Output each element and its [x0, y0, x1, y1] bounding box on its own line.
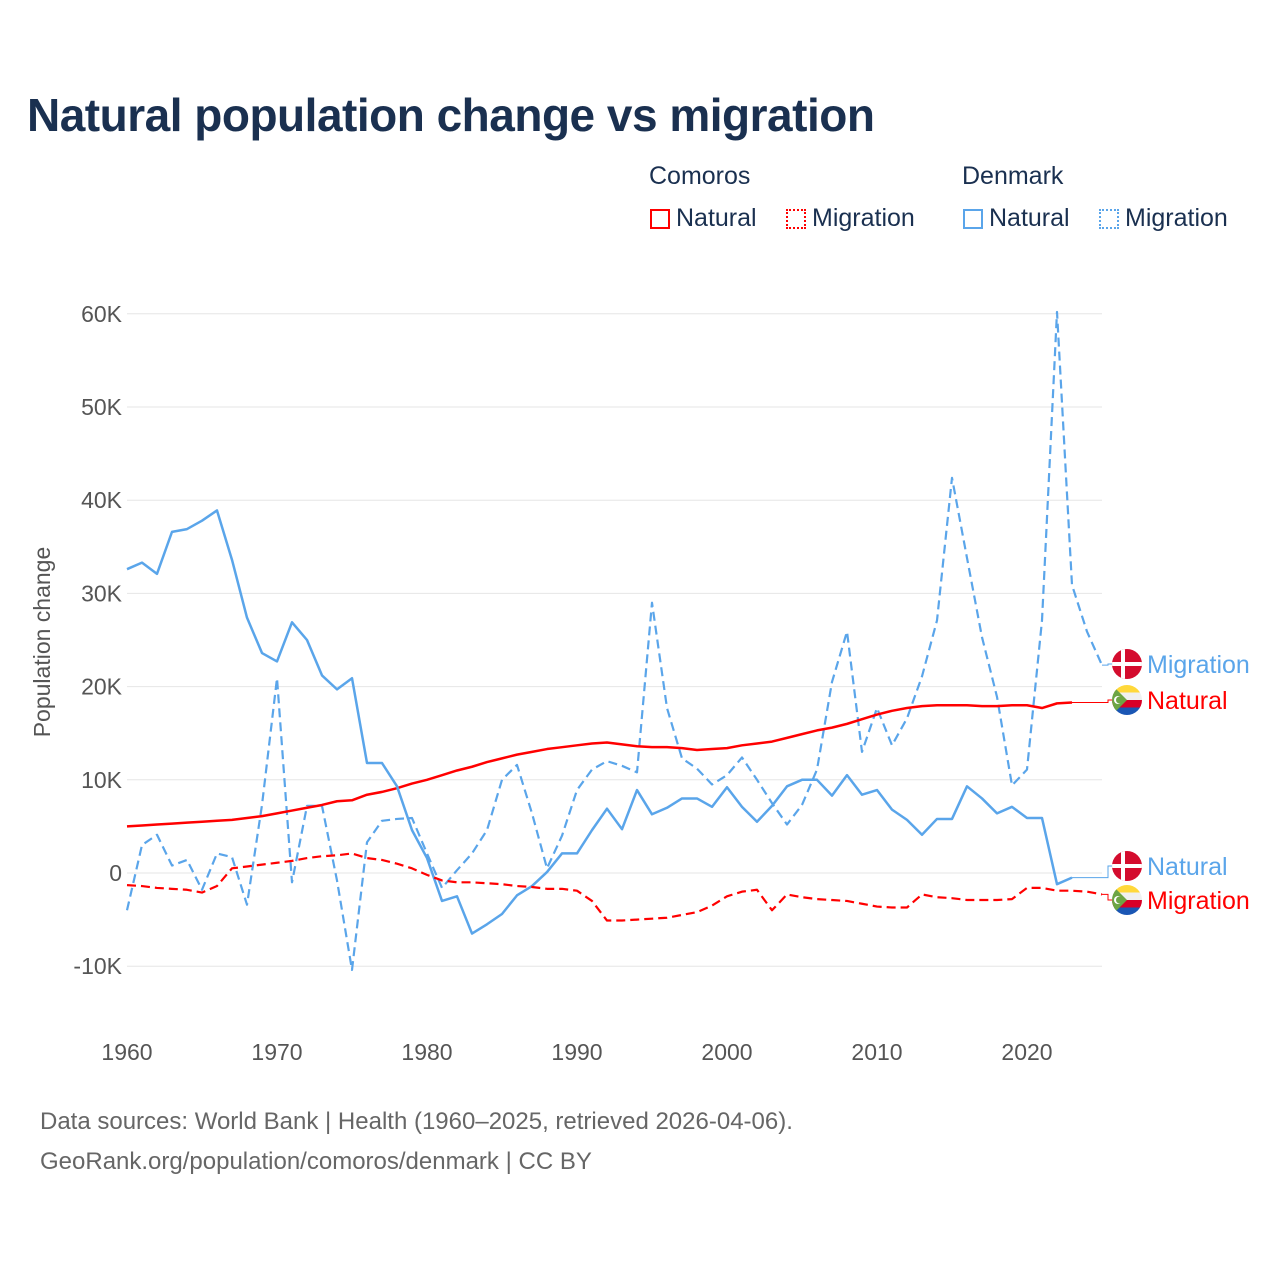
x-tick-label: 2000	[701, 1039, 752, 1065]
chart-title: Natural population change vs migration	[27, 89, 875, 141]
legend-denmark-migration[interactable]: Migration	[1099, 204, 1228, 233]
label-connector	[1072, 699, 1112, 703]
flag-stripe	[1112, 692, 1142, 701]
comoros-flag-icon	[1112, 685, 1142, 715]
y-tick-label: -10K	[73, 953, 122, 979]
legend-label: Migration	[812, 204, 915, 232]
x-tick-label: 1980	[401, 1039, 452, 1065]
y-tick-label: 60K	[81, 301, 123, 327]
series-line-denmark-migration	[125, 310, 1104, 972]
x-tick-label: 1990	[551, 1039, 602, 1065]
source-line: Data sources: World Bank | Health (1960–…	[40, 1108, 793, 1135]
x-tick-label: 1960	[101, 1039, 152, 1065]
flag-body	[1112, 851, 1142, 881]
series-line-comoros-natural	[126, 701, 1073, 828]
dotted-swatch-icon	[786, 208, 806, 229]
flag-cross-h	[1112, 864, 1142, 868]
x-tick-label: 2020	[1001, 1039, 1052, 1065]
flag-crescent-cut	[1116, 896, 1123, 904]
end-label: Migration	[1147, 651, 1250, 679]
y-tick-label: 0	[109, 860, 122, 886]
label-connector	[1102, 663, 1112, 666]
flag-body	[1112, 685, 1142, 715]
y-tick-label: 50K	[81, 394, 123, 420]
comoros-flag-icon	[1112, 885, 1142, 915]
solid-swatch-icon	[650, 208, 670, 229]
solid-swatch-icon	[963, 208, 983, 229]
label-connector	[1102, 893, 1112, 901]
series-line-denmark-natural	[126, 509, 1073, 935]
legend-label: Natural	[676, 204, 757, 232]
x-tick-label: 1970	[251, 1039, 302, 1065]
legend-label: Natural	[989, 204, 1070, 232]
flag-stripe	[1112, 907, 1142, 915]
y-tick-label: 40K	[81, 487, 123, 513]
y-tick-label: 30K	[81, 580, 123, 606]
legend-comoros-natural[interactable]: Natural	[650, 204, 757, 233]
label-connector	[1072, 865, 1112, 879]
flag-stripe	[1112, 685, 1142, 693]
legend-label: Migration	[1125, 204, 1228, 232]
flag-cross-h	[1112, 662, 1142, 666]
legend-comoros-migration[interactable]: Migration	[786, 204, 915, 233]
end-label: Natural	[1147, 853, 1228, 881]
x-tick-label: 2010	[851, 1039, 902, 1065]
y-tick-label: 10K	[81, 767, 123, 793]
flag-body	[1112, 885, 1142, 915]
flag-stripe	[1112, 885, 1142, 893]
flag-stripe	[1112, 707, 1142, 715]
attribution-line[interactable]: GeoRank.org/population/comoros/denmark |…	[40, 1148, 592, 1175]
legend-group-denmark: Denmark	[962, 162, 1064, 190]
dotted-swatch-icon	[1099, 208, 1119, 229]
end-label: Migration	[1147, 887, 1250, 915]
y-axis-label: Population change	[29, 547, 55, 738]
flag-body	[1112, 649, 1142, 679]
denmark-flag-icon	[1112, 851, 1142, 881]
series-line-comoros-migration	[126, 852, 1103, 922]
flag-stripe	[1112, 700, 1142, 708]
flag-stripe	[1112, 900, 1142, 908]
y-tick-label: 20K	[81, 674, 123, 700]
end-label: Natural	[1147, 687, 1228, 715]
legend-group-comoros: Comoros	[649, 162, 751, 190]
legend-denmark-natural[interactable]: Natural	[963, 204, 1070, 233]
denmark-flag-icon	[1112, 649, 1142, 679]
flag-crescent-cut	[1116, 696, 1123, 704]
flag-stripe	[1112, 892, 1142, 901]
